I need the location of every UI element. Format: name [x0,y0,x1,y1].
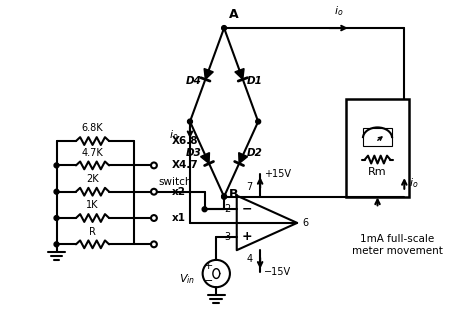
Polygon shape [201,153,209,164]
Circle shape [202,207,207,212]
Text: 2: 2 [225,204,231,214]
Text: 4.7K: 4.7K [82,148,104,158]
Circle shape [256,119,261,124]
Text: $i_o$: $i_o$ [409,176,418,190]
Text: −: − [204,276,213,286]
Text: 6.8K: 6.8K [82,123,104,133]
Text: $i_o$: $i_o$ [169,128,178,142]
Polygon shape [235,69,244,79]
Text: −: − [242,203,252,216]
Text: +: + [204,261,213,271]
Polygon shape [238,153,248,164]
Text: X4.7: X4.7 [171,160,198,170]
Text: switch: switch [159,177,192,187]
Text: D2: D2 [247,148,263,158]
Text: D4: D4 [185,76,201,86]
Text: 4: 4 [246,254,252,264]
Text: $V_{in}$: $V_{in}$ [179,272,195,286]
Text: 1mA full-scale
meter movement: 1mA full-scale meter movement [351,235,442,256]
Text: D3: D3 [185,148,201,158]
Text: −15V: −15V [264,266,291,277]
Text: x1: x1 [171,213,185,223]
Text: R: R [89,226,96,237]
Circle shape [222,194,226,199]
Circle shape [54,163,59,168]
Text: +: + [242,230,252,243]
Text: B: B [229,188,239,201]
Text: Rm: Rm [368,167,387,177]
Text: 7: 7 [246,182,252,192]
Text: +15V: +15V [264,169,291,179]
Circle shape [222,194,226,199]
Circle shape [54,189,59,194]
Text: X6.8: X6.8 [171,136,198,146]
Text: A: A [229,8,239,21]
Circle shape [54,242,59,247]
Circle shape [222,26,226,31]
Bar [346,99,409,197]
Text: 6: 6 [302,218,308,228]
Polygon shape [204,69,213,79]
Text: x2: x2 [171,187,185,197]
Text: 1K: 1K [86,200,99,210]
Text: $i_o$: $i_o$ [334,4,344,18]
Bar [363,128,392,146]
Text: 3: 3 [225,232,231,242]
Text: 2K: 2K [86,174,99,184]
Circle shape [54,216,59,220]
Circle shape [188,119,193,124]
Text: D1: D1 [247,76,263,86]
